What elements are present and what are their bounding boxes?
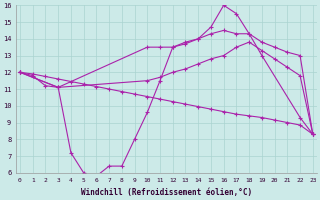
- X-axis label: Windchill (Refroidissement éolien,°C): Windchill (Refroidissement éolien,°C): [81, 188, 252, 197]
